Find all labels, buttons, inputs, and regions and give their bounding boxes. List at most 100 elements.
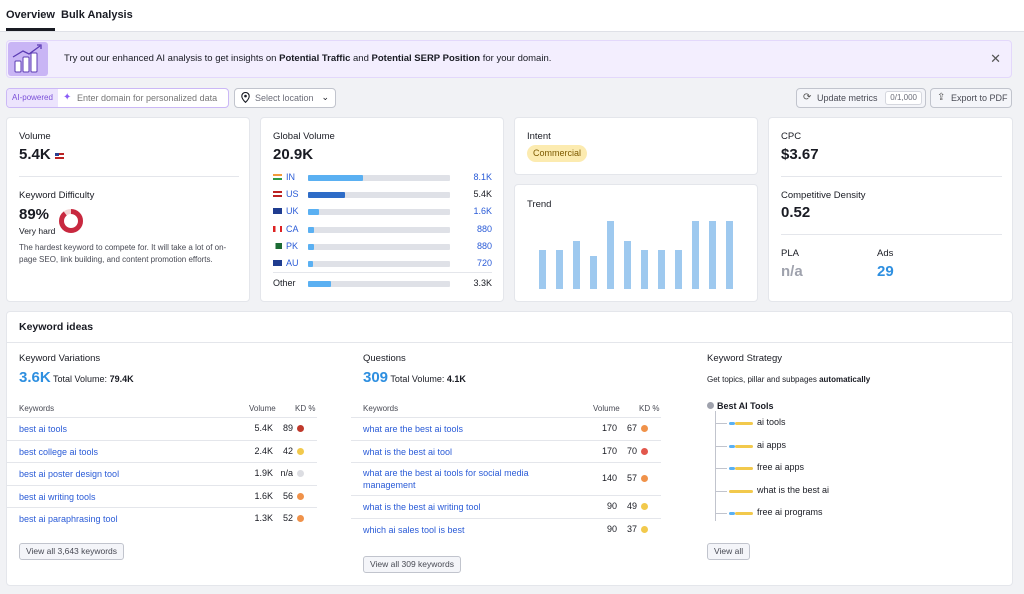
strategy-description: Get topics, pillar and subpages automati… xyxy=(707,375,871,384)
kd-label: Keyword Difficulty xyxy=(19,190,95,201)
kd-description: The hardest keyword to compete for. It w… xyxy=(19,243,227,264)
keyword-link[interactable]: which ai sales tool is best xyxy=(363,524,465,535)
questions-summary: 309 Total Volume: 4.1K xyxy=(363,369,466,386)
tab-overview[interactable]: Overview xyxy=(6,9,55,31)
location-select[interactable]: Select location ⌄ xyxy=(234,88,336,108)
keyword-volume: 2.4K xyxy=(254,445,273,456)
ads-label: Ads xyxy=(877,248,894,259)
keyword-link[interactable]: best ai paraphrasing tool xyxy=(19,514,118,524)
keyword-link[interactable]: what are the best ai tools for social me… xyxy=(363,468,529,490)
trend-chart xyxy=(537,221,741,289)
tree-child[interactable]: ai tools xyxy=(715,417,915,431)
tree-child-label: ai apps xyxy=(757,439,787,450)
keyword-ideas-card: Keyword ideas Keyword Variations 3.6K To… xyxy=(6,311,1013,586)
tree-yellow-bar xyxy=(735,444,753,448)
global-volume-value: 20.9K xyxy=(273,146,314,163)
banner-text: Try out our enhanced AI analysis to get … xyxy=(64,53,552,64)
intent-label: Intent xyxy=(527,131,551,142)
export-pdf-button[interactable]: ⇪ Export to PDF xyxy=(930,88,1012,108)
kd-dot-icon xyxy=(641,525,648,533)
close-icon[interactable]: ✕ xyxy=(990,51,1001,66)
flag-us-icon xyxy=(273,191,282,198)
intent-badge: Commercial xyxy=(527,145,588,162)
strategy-label: Keyword Strategy xyxy=(707,353,782,364)
chart-illustration-icon xyxy=(8,42,48,76)
keyword-link[interactable]: best college ai tools xyxy=(19,446,99,457)
tree-blue-bar xyxy=(729,444,735,448)
keyword-volume: 1.9K xyxy=(254,468,273,478)
kd-dot-icon xyxy=(641,447,648,455)
table-row: what are the best ai tools for social me… xyxy=(351,462,661,495)
country-code[interactable]: UK xyxy=(286,206,299,217)
trend-bar xyxy=(709,221,716,289)
trend-bar xyxy=(590,256,597,289)
ai-powered-tag: AI-powered xyxy=(7,89,58,107)
tree-child[interactable]: free ai apps xyxy=(715,462,915,476)
table-row: best ai paraphrasing tool 1.3K 52 xyxy=(7,507,317,530)
table-row: what are the best ai tools 170 67 xyxy=(351,417,661,440)
keyword-volume: 1.6K xyxy=(254,490,273,501)
country-volume-value: 1.6K xyxy=(473,206,492,217)
tab-bulk-analysis[interactable]: Bulk Analysis xyxy=(61,9,133,21)
keyword-volume: 1.3K xyxy=(254,513,273,523)
update-metrics-button[interactable]: ⟳ Update metrics 0/1,000 xyxy=(796,88,926,108)
view-all-questions-button[interactable]: View all 309 keywords xyxy=(363,556,461,573)
global-volume-label: Global Volume xyxy=(273,131,335,142)
tree-yellow-bar xyxy=(729,489,753,493)
country-volume-value: 5.4K xyxy=(473,189,492,200)
country-code[interactable]: AU xyxy=(286,258,299,268)
kd-donut-arc xyxy=(59,209,83,233)
country-code[interactable]: IN xyxy=(286,172,295,182)
country-bar-fill xyxy=(308,226,314,233)
intent-card: Intent Commercial xyxy=(514,117,758,175)
table-row: best college ai tools 2.4K 42 xyxy=(7,439,317,463)
keyword-link[interactable]: best ai writing tools xyxy=(19,491,96,502)
keyword-link[interactable]: what are the best ai tools xyxy=(363,424,464,434)
volume-card: Volume 5.4K Keyword Difficulty 89% Very … xyxy=(6,117,250,302)
tree-blue-bar xyxy=(729,422,735,425)
trend-bar xyxy=(726,221,733,289)
keyword-volume: 5.4K xyxy=(254,423,273,433)
questions-count[interactable]: 309 xyxy=(363,369,389,386)
keyword-link[interactable]: best ai poster design tool xyxy=(19,469,120,479)
chevron-down-icon: ⌄ xyxy=(321,92,329,102)
location-placeholder: Select location xyxy=(255,93,314,103)
keyword-kd: 52 xyxy=(282,513,293,523)
view-all-strategy-button[interactable]: View all xyxy=(707,543,751,560)
us-flag-icon xyxy=(54,153,64,159)
tree-child-label: free ai apps xyxy=(757,462,805,472)
tree-yellow-bar xyxy=(735,512,753,515)
table-row: best ai poster design tool 1.9K n/a xyxy=(7,462,317,485)
domain-input[interactable] xyxy=(77,89,227,107)
export-icon: ⇪ xyxy=(937,92,946,103)
density-value: 0.52 xyxy=(781,204,811,221)
tree-root[interactable]: Best AI Tools xyxy=(717,401,774,411)
keyword-kd: 89 xyxy=(282,423,293,433)
country-bar-fill xyxy=(308,243,314,250)
keyword-link[interactable]: best ai tools xyxy=(19,424,68,434)
keyword-kd: 42 xyxy=(282,445,293,456)
country-code[interactable]: US xyxy=(286,189,299,200)
keyword-kd: 67 xyxy=(626,423,637,433)
ads-value[interactable]: 29 xyxy=(877,263,894,280)
questions-panel: Questions 309 Total Volume: 4.1K Keyword… xyxy=(351,353,663,583)
table-row: which ai sales tool is best 90 37 xyxy=(351,517,661,541)
tree-root-dot xyxy=(707,402,714,409)
kd-value: 89% xyxy=(19,206,50,223)
trend-bar xyxy=(556,249,563,289)
tree-child[interactable]: free ai programs xyxy=(715,507,915,521)
tree-blue-bar xyxy=(729,512,735,515)
country-bar-fill xyxy=(308,261,313,267)
tree-child[interactable]: what is the best ai xyxy=(715,485,915,499)
update-count-badge: 0/1,000 xyxy=(885,91,922,105)
tree-child[interactable]: ai apps xyxy=(715,440,915,454)
keyword-link[interactable]: what is the best ai tool xyxy=(363,446,453,457)
country-code[interactable]: CA xyxy=(286,223,299,234)
country-bar-fill xyxy=(308,192,345,199)
keyword-link[interactable]: what is the best ai writing tool xyxy=(363,502,481,512)
view-all-variations-button[interactable]: View all 3,643 keywords xyxy=(19,543,125,560)
country-volume-value: 880 xyxy=(476,240,492,251)
country-code[interactable]: PK xyxy=(286,240,299,251)
flag-uk-icon xyxy=(273,208,282,215)
variations-count[interactable]: 3.6K xyxy=(19,369,51,386)
